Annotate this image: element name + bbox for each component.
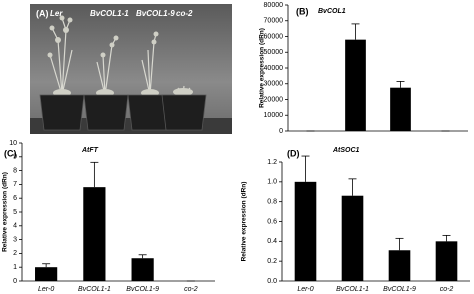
y-tick-label: 7 <box>13 181 17 188</box>
y-tick-label: 9 <box>13 154 17 161</box>
y-tick-label: 3 <box>13 236 17 243</box>
plant-label: Ler <box>50 9 63 18</box>
x-tick-label: BvCOL1-9 <box>383 286 416 293</box>
y-tick-label: 0.2 <box>267 258 277 265</box>
bar <box>390 87 411 131</box>
y-tick-label: 1.0 <box>267 179 277 186</box>
bar <box>131 258 154 281</box>
y-axis-label: Relative expression (dRn) <box>259 28 266 108</box>
y-tick-label: 0.6 <box>267 218 277 225</box>
y-tick-label: 0 <box>13 278 17 285</box>
x-tick-label: BvCOL1-1 <box>336 286 369 293</box>
y-tick-label: 20000 <box>264 96 284 103</box>
plant-label: co-2 <box>176 9 193 18</box>
x-tick-label: co-2 <box>184 286 198 293</box>
y-tick-label: 30000 <box>264 81 284 88</box>
x-tick-label: BvCOL1-9 <box>126 286 159 293</box>
y-tick-label: 2 <box>13 250 17 257</box>
y-tick-label: 6 <box>13 195 17 202</box>
x-tick-label: Ler-0 <box>38 286 54 293</box>
y-tick-label: 70000 <box>264 18 284 25</box>
x-tick-label: BvCOL1-1 <box>78 286 111 293</box>
y-tick-label: 4 <box>13 223 17 230</box>
pots <box>39 94 207 131</box>
panel-label: (B) <box>296 6 309 16</box>
y-axis-label: Relative expression (dRn) <box>241 182 248 262</box>
panel-label: (A) <box>36 8 49 18</box>
y-tick-label: 0 <box>279 128 283 135</box>
plant-label: BvCOL1-9 <box>136 9 175 18</box>
y-tick-label: 10000 <box>264 112 284 119</box>
chart-title: AtSOC1 <box>332 147 360 154</box>
y-tick-label: 80000 <box>264 2 284 9</box>
chart-title: BvCOL1 <box>318 8 346 15</box>
panel-label: (C) <box>4 148 17 158</box>
y-tick-label: 1 <box>13 264 17 271</box>
bar <box>83 187 106 281</box>
y-tick-label: 40000 <box>264 65 284 72</box>
panel-label: (D) <box>287 148 300 158</box>
x-tick-label: Ler-0 <box>297 286 313 293</box>
y-tick-label: 50000 <box>264 49 284 56</box>
y-tick-label: 1.2 <box>267 159 277 166</box>
y-axis-label: Relative expression (dRn) <box>2 172 9 252</box>
y-tick-label: 60000 <box>264 33 284 40</box>
y-tick-label: 0.0 <box>267 278 277 285</box>
plant-label: BvCOL1-1 <box>90 9 129 18</box>
bar <box>294 181 317 281</box>
y-tick-label: 0.4 <box>267 238 277 245</box>
photo: (A) <box>30 4 232 134</box>
leaves <box>47 15 193 97</box>
bar <box>35 267 58 281</box>
y-tick-label: 10 <box>9 140 17 147</box>
bar <box>345 39 366 131</box>
bar <box>341 195 364 281</box>
x-tick-label: co-2 <box>440 286 454 293</box>
chart-title: AtFT <box>81 147 99 154</box>
bar <box>435 241 458 281</box>
y-tick-label: 8 <box>13 167 17 174</box>
y-tick-label: 5 <box>13 209 17 216</box>
bar <box>388 250 411 281</box>
y-tick-label: 0.8 <box>267 199 277 206</box>
